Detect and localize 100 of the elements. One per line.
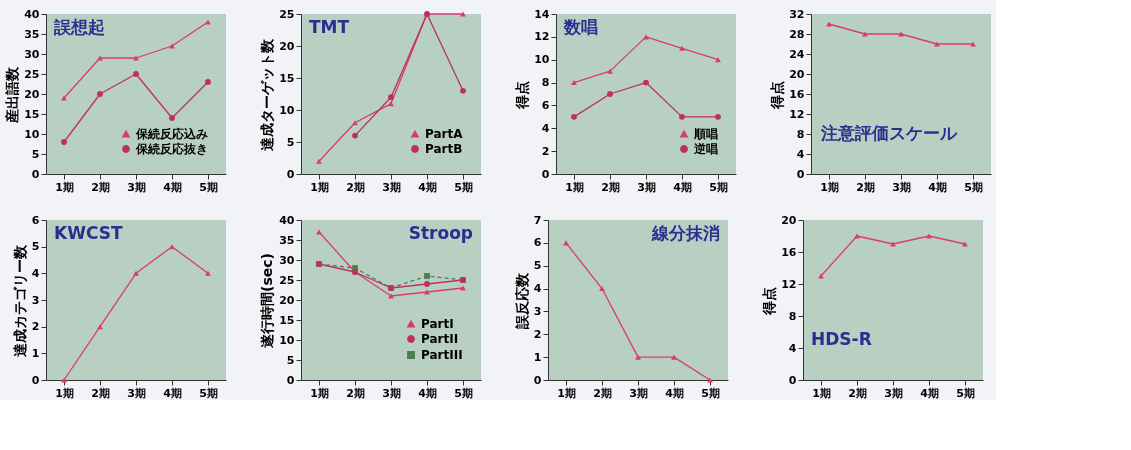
x-tick-label: 1期	[565, 180, 584, 194]
y-tick-label: 16	[789, 87, 805, 101]
y-tick-label: 7	[533, 213, 542, 227]
x-tick-label: 1期	[310, 386, 329, 400]
x-tick-label: 5期	[199, 386, 218, 400]
legend-label: PartII	[421, 332, 459, 346]
y-tick-label: 5	[31, 147, 40, 161]
y-tick-label: 6	[533, 236, 542, 250]
y-tick-label: 3	[533, 304, 542, 318]
legend-label: 保続反応抜き	[135, 142, 208, 156]
y-tick-label: 10	[279, 333, 295, 347]
x-tick-label: 1期	[55, 386, 74, 400]
y-tick-label: 4	[533, 282, 542, 296]
y-tick-label: 1	[533, 350, 542, 364]
y-tick-label: 24	[789, 47, 805, 61]
x-tick-label: 5期	[964, 180, 983, 194]
y-axis-title: 得点	[769, 80, 786, 110]
x-tick-label: 3期	[892, 180, 911, 194]
y-tick-label: 16	[781, 245, 797, 259]
y-axis-title: 遂行時間(sec)	[259, 253, 276, 349]
y-tick-label: 32	[789, 7, 805, 21]
y-tick-label: 20	[781, 213, 797, 227]
legend-label: PartA	[425, 127, 464, 141]
text: HDS-R	[811, 329, 872, 349]
y-tick-label: 6	[31, 213, 40, 227]
x-tick-label: 3期	[637, 180, 656, 194]
y-tick-label: 1	[31, 346, 40, 360]
y-tick-label: 15	[24, 107, 40, 121]
y-tick-label: 10	[24, 127, 40, 141]
chart-title: Stroop	[408, 223, 473, 243]
y-tick-label: 0	[788, 373, 797, 387]
x-tick-label: 2期	[91, 180, 110, 194]
x-tick-label: 2期	[593, 386, 612, 400]
y-tick-label: 0	[796, 167, 805, 181]
y-tick-label: 0	[286, 167, 295, 181]
x-tick-label: 5期	[454, 386, 473, 400]
y-tick-label: 20	[279, 293, 295, 307]
y-tick-label: 0	[541, 167, 550, 181]
chart-title: 誤想起	[53, 17, 105, 37]
y-axis-title: 達成ターゲット数	[259, 37, 276, 152]
y-tick-label: 6	[541, 98, 550, 112]
y-tick-label: 4	[788, 341, 797, 355]
x-tick-label: 3期	[127, 180, 146, 194]
y-tick-label: 14	[534, 7, 550, 21]
chart-title: 線分抹消	[651, 223, 720, 243]
x-tick-label: 5期	[454, 180, 473, 194]
x-tick-label: 3期	[382, 180, 401, 194]
text: 注意評価スケール	[820, 123, 958, 143]
y-tick-label: 8	[788, 309, 797, 323]
x-tick-label: 1期	[55, 180, 74, 194]
x-tick-label: 2期	[346, 180, 365, 194]
x-tick-label: 3期	[884, 386, 903, 400]
x-tick-label: 2期	[601, 180, 620, 194]
chart-title: KWCST	[54, 223, 123, 243]
y-tick-label: 0	[286, 373, 295, 387]
x-tick-label: 4期	[418, 386, 437, 400]
y-tick-label: 15	[279, 313, 295, 327]
y-tick-label: 40	[279, 213, 295, 227]
y-tick-label: 35	[279, 233, 295, 247]
x-tick-label: 1期	[310, 180, 329, 194]
y-tick-label: 12	[789, 107, 805, 121]
y-tick-label: 0	[31, 373, 40, 387]
y-tick-label: 10	[534, 53, 550, 67]
y-tick-label: 3	[31, 293, 40, 307]
y-tick-label: 35	[24, 27, 40, 41]
y-tick-label: 15	[279, 71, 295, 85]
y-axis-title: 得点	[514, 80, 531, 110]
y-axis-title: 得点	[761, 286, 778, 316]
x-tick-label: 4期	[418, 180, 437, 194]
legend-label: PartB	[425, 142, 463, 156]
y-tick-label: 2	[541, 144, 550, 158]
x-tick-label: 5期	[709, 180, 728, 194]
y-tick-label: 25	[279, 7, 295, 21]
x-tick-label: 3期	[382, 386, 401, 400]
legend-label: PartIII	[421, 348, 463, 362]
x-tick-label: 1期	[557, 386, 576, 400]
legend-label: 保続反応込み	[135, 127, 208, 141]
x-tick-label: 4期	[163, 386, 182, 400]
y-tick-label: 2	[31, 320, 40, 334]
y-tick-label: 30	[279, 253, 295, 267]
y-tick-label: 5	[286, 353, 295, 367]
x-tick-label: 4期	[163, 180, 182, 194]
y-tick-label: 20	[24, 87, 40, 101]
y-axis-title: 産出語数	[4, 65, 21, 124]
y-tick-label: 4	[31, 266, 40, 280]
x-tick-label: 4期	[673, 180, 692, 194]
y-tick-label: 4	[796, 147, 805, 161]
y-tick-label: 30	[24, 47, 40, 61]
x-tick-label: 4期	[928, 180, 947, 194]
x-tick-label: 3期	[127, 386, 146, 400]
x-tick-label: 2期	[848, 386, 867, 400]
y-tick-label: 20	[789, 67, 805, 81]
y-tick-label: 8	[541, 76, 550, 90]
x-tick-label: 4期	[665, 386, 684, 400]
y-tick-label: 12	[781, 277, 797, 291]
y-tick-label: 0	[31, 167, 40, 181]
x-tick-label: 2期	[91, 386, 110, 400]
x-tick-label: 3期	[629, 386, 648, 400]
y-axis-title: 誤反応数	[513, 271, 530, 330]
chart-title: TMT	[309, 17, 350, 37]
